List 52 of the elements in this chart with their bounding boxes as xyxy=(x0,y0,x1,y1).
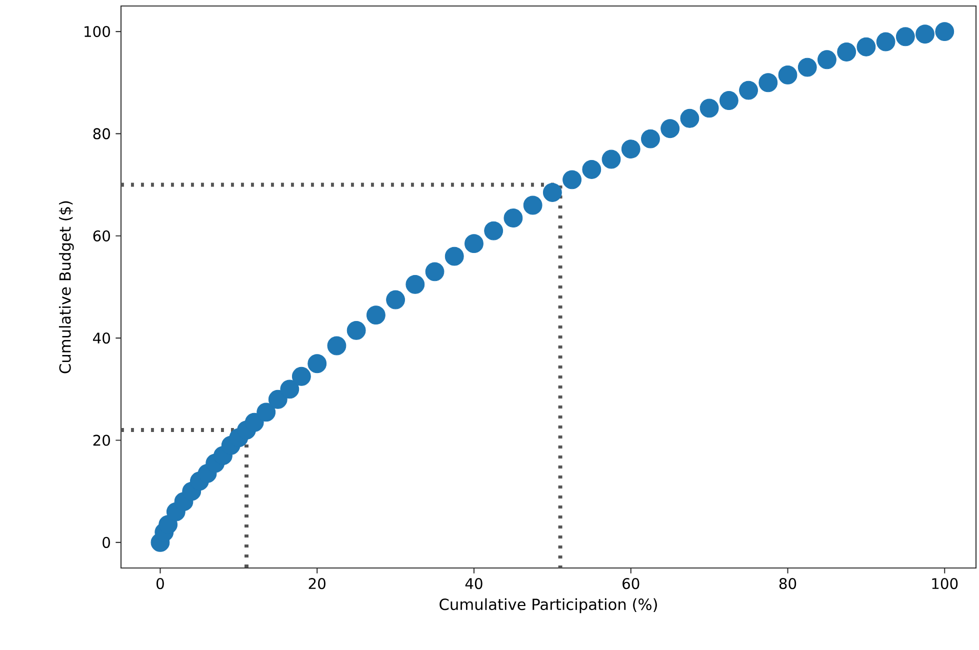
point xyxy=(308,354,327,374)
y-tick-label: 100 xyxy=(84,26,110,38)
x-tick-label: 40 xyxy=(465,578,482,590)
point xyxy=(484,221,504,240)
point xyxy=(464,234,484,254)
point xyxy=(778,65,798,84)
x-axis-title: Cumulative Participation (%) xyxy=(440,598,657,614)
y-tick-label: 40 xyxy=(93,332,110,344)
point xyxy=(935,22,954,42)
point xyxy=(817,50,836,70)
point xyxy=(366,306,386,325)
y-tick-label: 60 xyxy=(93,230,110,242)
point xyxy=(346,320,366,340)
x-tick-label: 0 xyxy=(156,578,164,590)
point xyxy=(680,108,700,128)
point xyxy=(916,24,934,44)
y-tick-label: 80 xyxy=(93,128,110,140)
x-tick-label: 60 xyxy=(622,578,640,590)
point xyxy=(837,42,856,62)
point xyxy=(856,37,876,56)
point xyxy=(876,32,896,52)
point xyxy=(280,380,300,399)
point xyxy=(504,208,523,228)
point xyxy=(292,366,311,386)
point xyxy=(327,336,346,356)
point xyxy=(425,262,444,282)
y-axis-title: Cumulative Budget ($) xyxy=(58,201,74,374)
point xyxy=(641,129,660,148)
y-tick-label: 20 xyxy=(93,434,110,446)
x-tick-label: 20 xyxy=(308,578,326,590)
x-tick-label: 100 xyxy=(932,578,958,590)
point xyxy=(798,58,817,77)
point xyxy=(700,98,719,118)
point xyxy=(256,402,276,422)
point xyxy=(602,150,621,169)
point xyxy=(244,412,264,432)
point xyxy=(406,274,425,294)
point xyxy=(268,390,288,409)
point xyxy=(739,80,758,100)
point xyxy=(523,196,542,215)
point xyxy=(386,290,406,310)
point xyxy=(562,170,582,190)
point xyxy=(444,246,464,266)
point xyxy=(621,140,640,159)
point xyxy=(896,27,915,46)
point xyxy=(542,183,562,202)
point xyxy=(719,91,738,110)
point xyxy=(758,73,778,92)
y-tick-label: 0 xyxy=(102,536,110,548)
point xyxy=(582,160,602,179)
x-tick-label: 80 xyxy=(779,578,796,590)
point xyxy=(660,119,680,138)
